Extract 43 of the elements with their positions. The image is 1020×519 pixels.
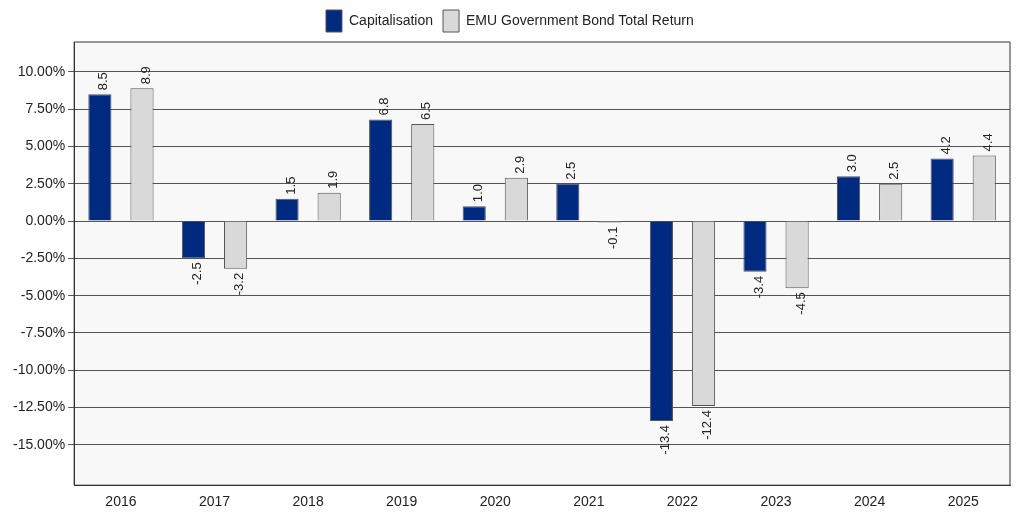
x-tick-label: 2021 [573,493,605,510]
data-label: -12.4 [699,410,715,440]
x-tick-label: 2019 [386,493,418,510]
data-label: 6.5 [418,102,434,121]
data-label: 2.5 [886,161,902,180]
data-label: 2.9 [511,155,527,174]
data-label: 8.9 [137,66,153,85]
y-tick-label: -10.00% [12,361,66,378]
x-tick-label: 2017 [198,493,231,510]
data-label: -3.2 [231,272,247,296]
data-label: 4.4 [979,133,995,152]
data-label: 6.8 [376,97,392,116]
y-tick-label: 10.00% [17,62,66,79]
data-label: -13.4 [656,425,672,455]
y-tick-label: 5.00% [25,137,66,154]
data-label: 8.5 [95,72,111,91]
y-tick-label: -5.00% [20,286,66,303]
data-label: -2.5 [189,262,205,285]
data-label: -4.5 [792,292,808,315]
y-tick-label: 0.00% [25,211,66,228]
x-tick-label: 2018 [292,493,324,510]
data-label: 1.5 [282,176,298,195]
y-tick-label: -12.50% [12,398,66,415]
y-tick-label: -2.50% [20,249,66,266]
x-tick-label: 2020 [479,493,512,510]
x-tick-label: 2024 [854,493,886,510]
legend-label: EMU Government Bond Total Return [466,11,694,28]
data-label: -0.1 [605,226,621,249]
data-label: 1.9 [324,170,340,189]
data-label: -3.4 [750,275,766,299]
legend-label: Capitalisation [348,11,434,28]
x-tick-label: 2023 [760,493,792,510]
y-tick-label: 7.50% [25,100,66,117]
x-tick-label: 2022 [666,493,699,510]
x-tick-label: 2025 [947,493,979,510]
data-label: 3.0 [844,154,860,173]
y-tick-label: -15.00% [12,435,66,452]
x-tick-label: 2016 [105,493,137,510]
y-tick-label: -7.50% [20,323,66,340]
data-label: 4.2 [937,136,953,155]
data-label: 2.5 [563,161,579,180]
data-label: 1.0 [469,184,485,203]
y-tick-label: 2.50% [25,174,66,191]
